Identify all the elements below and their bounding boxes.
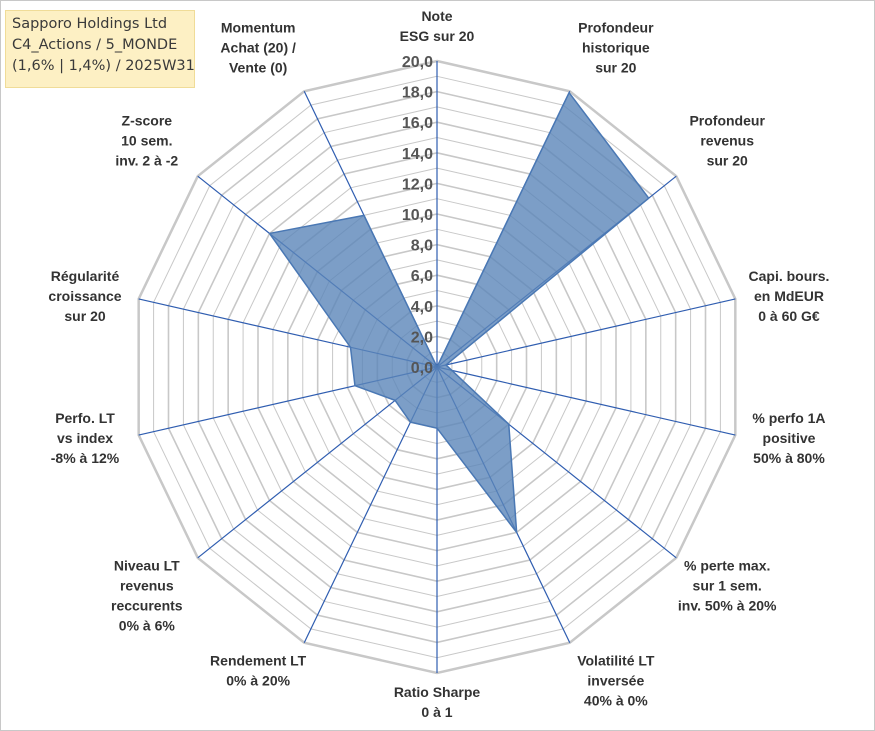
axis-label-line: ESG sur 20 bbox=[400, 28, 475, 44]
axis-label: Profondeur historique sur 20 bbox=[578, 20, 654, 76]
axis-label: % perfo 1A positive 50% à 80% bbox=[752, 410, 825, 466]
axis-label-line: revenus bbox=[700, 132, 754, 148]
axis-label-line: -8% à 12% bbox=[51, 450, 120, 466]
tick-label: 2,0 bbox=[411, 329, 433, 346]
tick-label: 6,0 bbox=[411, 268, 433, 285]
axis-label-line: Z-score bbox=[122, 112, 173, 128]
axis-spoke bbox=[436, 366, 736, 436]
tick-label: 4,0 bbox=[411, 299, 433, 316]
axis-label-line: sur 1 sem. bbox=[693, 578, 762, 594]
axis-label-line: sur 20 bbox=[64, 308, 105, 324]
axis-label-line: Régularité bbox=[51, 268, 120, 284]
axis-label-line: inv. 2 à -2 bbox=[115, 152, 178, 168]
axis-label-line: Profondeur bbox=[578, 20, 654, 36]
axis-label: Volatilité LT inversée 40% à 0% bbox=[577, 652, 655, 708]
axis-label-line: Rendement LT bbox=[210, 652, 307, 668]
axis-label-line: Niveau LT bbox=[114, 558, 180, 574]
tick-label: 14,0 bbox=[402, 146, 433, 163]
axis-label-line: 40% à 0% bbox=[584, 692, 648, 708]
axis-label-line: Vente (0) bbox=[229, 60, 287, 76]
axis-label-line: Momentum bbox=[221, 20, 296, 36]
axis-label-line: inversée bbox=[587, 672, 644, 688]
axis-label-line: 10 sem. bbox=[121, 132, 172, 148]
axis-label-line: % perfo 1A bbox=[752, 410, 825, 426]
title-line-2: C4_Actions / 5_MONDE bbox=[12, 37, 178, 53]
axis-label-line: croissance bbox=[48, 288, 121, 304]
axis-label-line: inv. 50% à 20% bbox=[678, 598, 777, 614]
axis-label: % perte max. sur 1 sem. inv. 50% à 20% bbox=[678, 558, 777, 614]
axis-label-line: Capi. bours. bbox=[749, 268, 830, 284]
axis-label-line: sur 20 bbox=[595, 60, 636, 76]
tick-label: 0,0 bbox=[411, 360, 433, 377]
axis-label-line: Volatilité LT bbox=[577, 652, 655, 668]
tick-label: 12,0 bbox=[402, 176, 433, 193]
axis-label-line: 0 à 1 bbox=[421, 704, 452, 720]
axis-label-line: historique bbox=[582, 40, 650, 56]
title-line-3: (1,6% | 1,4%) / 2025W31 bbox=[12, 58, 195, 74]
axis-label-line: 0 à 60 G€ bbox=[758, 308, 820, 324]
axis-spoke bbox=[436, 298, 736, 368]
tick-label: 18,0 bbox=[402, 85, 433, 102]
axis-label-line: positive bbox=[763, 430, 816, 446]
axis-label: Rendement LT 0% à 20% bbox=[210, 652, 307, 688]
axis-label-line: Perfo. LT bbox=[55, 410, 115, 426]
axis-label: Régularité croissance sur 20 bbox=[48, 268, 121, 324]
axis-label-line: 0% à 6% bbox=[119, 618, 176, 634]
title-box: Sapporo Holdings Ltd C4_Actions / 5_MOND… bbox=[5, 10, 195, 88]
axis-label-line: 50% à 80% bbox=[753, 450, 825, 466]
axis-label-line: en MdEUR bbox=[754, 288, 824, 304]
axis-label-line: 0% à 20% bbox=[226, 672, 290, 688]
axis-label-line: Ratio Sharpe bbox=[394, 684, 481, 700]
axis-label: Momentum Achat (20) / Vente (0) bbox=[220, 20, 296, 76]
tick-label: 16,0 bbox=[402, 115, 433, 132]
axis-label: Perfo. LT vs index -8% à 12% bbox=[51, 410, 120, 466]
tick-label: 10,0 bbox=[402, 207, 433, 224]
axis-label-line: revenus bbox=[120, 578, 174, 594]
axis-label-line: Profondeur bbox=[689, 112, 765, 128]
axis-label: Ratio Sharpe 0 à 1 bbox=[394, 684, 481, 720]
axis-label: Profondeur revenus sur 20 bbox=[689, 112, 765, 168]
axis-label: Capi. bours. en MdEUR 0 à 60 G€ bbox=[749, 268, 830, 324]
tick-label: 8,0 bbox=[411, 238, 433, 255]
tick-label: 20,0 bbox=[402, 54, 433, 71]
axis-label: Note ESG sur 20 bbox=[400, 8, 475, 44]
axis-label-line: % perte max. bbox=[684, 558, 770, 574]
axis-label-line: reccurents bbox=[111, 598, 183, 614]
axis-label-line: sur 20 bbox=[707, 152, 748, 168]
title-line-1: Sapporo Holdings Ltd bbox=[12, 16, 168, 32]
axis-label-line: Achat (20) / bbox=[220, 40, 296, 56]
axis-label: Z-score 10 sem. inv. 2 à -2 bbox=[115, 112, 178, 168]
axis-label: Niveau LT revenus reccurents 0% à 6% bbox=[111, 558, 183, 634]
axis-label-line: Note bbox=[421, 8, 452, 24]
axis-label-line: vs index bbox=[57, 430, 113, 446]
